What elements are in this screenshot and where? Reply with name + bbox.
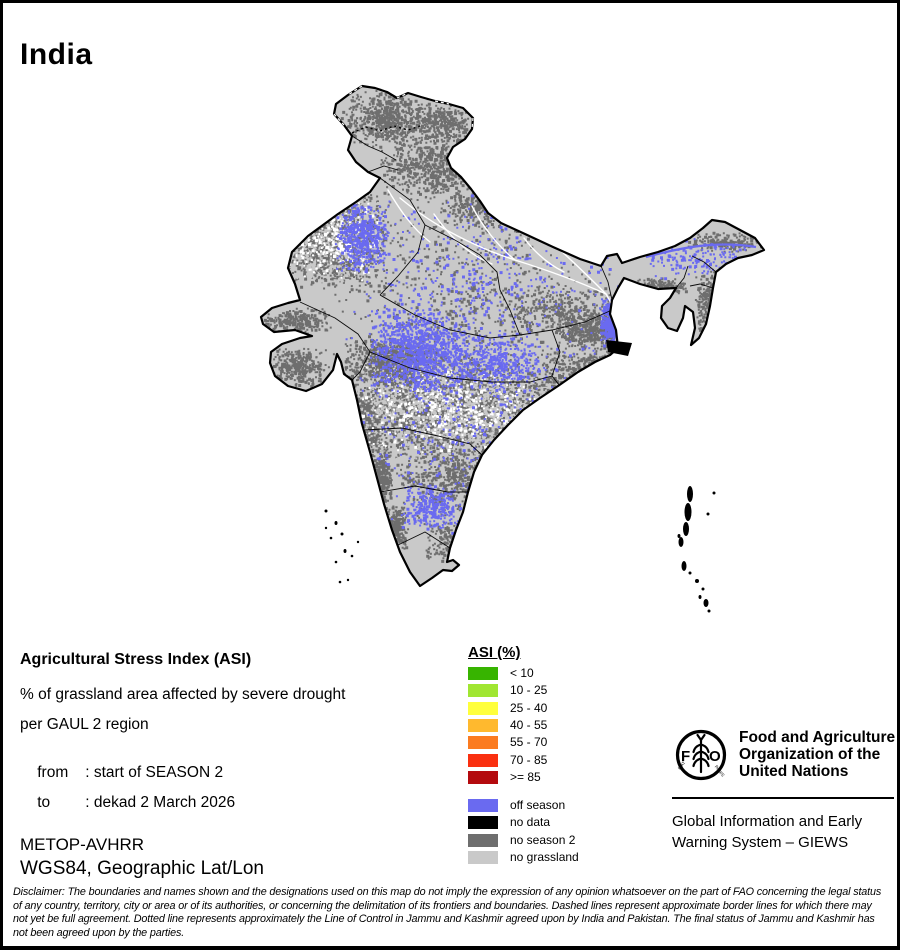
legend-label: 55 - 70 bbox=[510, 735, 548, 750]
asi-raster-speckles bbox=[263, 90, 762, 563]
line-of-control-dotted bbox=[351, 125, 421, 134]
island bbox=[678, 537, 684, 547]
sundarbans-delta bbox=[606, 340, 632, 356]
period-from-line: from : start of SEASON 2 bbox=[20, 746, 223, 800]
legend-color-swatch bbox=[468, 770, 498, 784]
island bbox=[329, 536, 333, 540]
disclaimer-text: Disclaimer: The boundaries and names sho… bbox=[13, 886, 882, 939]
period-to-line: to : dekad 2 March 2026 bbox=[20, 776, 235, 830]
from-value: : start of SEASON 2 bbox=[85, 764, 224, 781]
island bbox=[324, 526, 328, 530]
brahmaputra-river bbox=[645, 243, 757, 259]
island bbox=[334, 521, 338, 525]
legend-label: 10 - 25 bbox=[510, 683, 548, 698]
india-outline bbox=[259, 84, 766, 588]
island bbox=[683, 522, 689, 536]
fao-org-line2: Organization of the bbox=[739, 746, 881, 763]
to-label: to bbox=[37, 794, 51, 811]
legend-color-swatch bbox=[468, 833, 498, 847]
giews-line2: Warning System – GIEWS bbox=[672, 834, 849, 851]
legend-color-swatch bbox=[468, 799, 498, 812]
legend-color-swatch bbox=[468, 718, 498, 732]
from-label: from bbox=[37, 764, 69, 781]
island bbox=[684, 503, 692, 521]
island bbox=[350, 554, 354, 558]
to-value: : dekad 2 March 2026 bbox=[85, 794, 236, 811]
river-lines bbox=[387, 189, 619, 341]
giews-label: Global Information and Early Warning Sys… bbox=[672, 811, 862, 853]
island bbox=[324, 509, 328, 513]
legend-color-swatch bbox=[468, 816, 498, 830]
svg-text:F: F bbox=[681, 748, 690, 765]
wheat-ear-icon bbox=[692, 733, 710, 774]
island bbox=[340, 532, 344, 536]
legend-label: 25 - 40 bbox=[510, 700, 548, 715]
page-title: India bbox=[20, 38, 93, 72]
legend-label: 70 - 85 bbox=[510, 752, 548, 767]
island bbox=[695, 579, 699, 583]
island bbox=[356, 540, 360, 544]
map-layers bbox=[259, 84, 766, 613]
island bbox=[688, 571, 692, 575]
fao-org-name: Food and Agriculture Organization of the… bbox=[739, 729, 895, 780]
legend-color-swatch bbox=[468, 701, 498, 715]
asi-description-line2: per GAUL 2 region bbox=[20, 716, 149, 733]
kashmir-dashed-border bbox=[333, 85, 474, 130]
island bbox=[687, 486, 693, 502]
island bbox=[703, 599, 709, 607]
legend-label: off season bbox=[510, 798, 566, 812]
asi-description-line1: % of grassland area affected by severe d… bbox=[20, 686, 346, 703]
projection-label: WGS84, Geographic Lat/Lon bbox=[20, 858, 264, 879]
legend-label: no grassland bbox=[510, 849, 579, 864]
legend-label: < 10 bbox=[510, 666, 534, 680]
legend-label: no season 2 bbox=[510, 832, 576, 847]
island bbox=[707, 609, 711, 613]
island bbox=[343, 549, 347, 553]
svg-text:O: O bbox=[709, 748, 721, 765]
fao-org-line3: United Nations bbox=[739, 763, 849, 780]
island bbox=[346, 578, 350, 582]
fao-logo-icon: F O FIAT PANIS bbox=[675, 729, 727, 781]
island bbox=[706, 512, 710, 516]
island bbox=[698, 595, 702, 599]
sensor-label: METOP-AVHRR bbox=[20, 835, 145, 854]
legend-color-swatch bbox=[468, 736, 498, 750]
fao-separator-line bbox=[672, 797, 894, 799]
legend-label: no data bbox=[510, 815, 551, 830]
island bbox=[334, 560, 338, 564]
svg-text:PANIS: PANIS bbox=[714, 764, 726, 777]
island bbox=[701, 587, 705, 591]
legend-label: >= 85 bbox=[510, 769, 541, 784]
legend-color-swatch bbox=[468, 684, 498, 698]
svg-text:FIAT: FIAT bbox=[677, 760, 687, 771]
island bbox=[677, 534, 681, 538]
legend-color-swatch bbox=[468, 753, 498, 767]
asi-block-heading: Agricultural Stress Index (ASI) bbox=[20, 651, 252, 668]
legend-heading: ASI (%) bbox=[468, 644, 521, 661]
legend-color-swatch bbox=[468, 667, 498, 680]
legend-color-swatch bbox=[468, 850, 498, 864]
giews-line1: Global Information and Early bbox=[672, 813, 863, 830]
island bbox=[338, 580, 342, 584]
island bbox=[681, 561, 687, 571]
island-chains bbox=[324, 486, 716, 613]
island bbox=[712, 491, 716, 495]
fao-org-line1: Food and Agriculture bbox=[739, 729, 896, 746]
legend-label: 40 - 55 bbox=[510, 717, 548, 732]
